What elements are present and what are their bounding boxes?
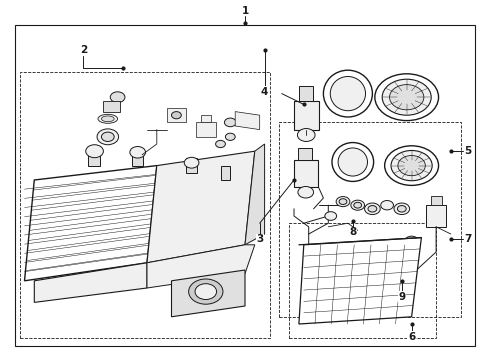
Bar [426, 205, 446, 227]
Circle shape [351, 200, 365, 210]
Circle shape [390, 85, 424, 110]
Polygon shape [147, 245, 255, 288]
Circle shape [354, 202, 362, 208]
Ellipse shape [323, 70, 372, 117]
Circle shape [368, 206, 377, 212]
Text: 8: 8 [349, 227, 356, 237]
Text: 1: 1 [242, 6, 248, 16]
Bar [20, 72, 270, 338]
Circle shape [365, 203, 380, 215]
Polygon shape [299, 238, 421, 324]
Polygon shape [34, 263, 147, 302]
Bar [15, 25, 475, 346]
Ellipse shape [330, 77, 366, 111]
Circle shape [385, 146, 439, 185]
Circle shape [195, 284, 217, 300]
Text: 6: 6 [408, 332, 415, 342]
Bar [103, 101, 120, 112]
Bar [294, 101, 318, 130]
Circle shape [184, 157, 199, 168]
Bar [220, 166, 230, 180]
Text: 2: 2 [80, 45, 87, 55]
Polygon shape [245, 144, 265, 245]
Bar [289, 223, 436, 338]
Circle shape [189, 279, 223, 304]
Circle shape [336, 197, 350, 207]
Text: 4: 4 [261, 87, 269, 97]
Polygon shape [196, 122, 216, 137]
Circle shape [297, 129, 315, 141]
Bar [294, 160, 318, 187]
Ellipse shape [98, 114, 118, 123]
Bar [279, 122, 461, 317]
Circle shape [398, 156, 425, 176]
Circle shape [97, 129, 119, 145]
Bar [186, 158, 197, 173]
Polygon shape [24, 166, 157, 281]
Text: 9: 9 [398, 292, 405, 302]
Text: 3: 3 [256, 234, 263, 244]
Circle shape [405, 236, 418, 246]
Bar [298, 148, 312, 160]
Circle shape [325, 212, 337, 220]
Circle shape [130, 147, 146, 158]
Polygon shape [147, 151, 255, 263]
Polygon shape [235, 112, 260, 130]
Circle shape [339, 199, 347, 204]
Circle shape [298, 186, 314, 198]
Polygon shape [172, 270, 245, 317]
Circle shape [394, 203, 410, 215]
Text: 5: 5 [465, 146, 471, 156]
Circle shape [391, 150, 432, 181]
Circle shape [224, 118, 236, 127]
Ellipse shape [332, 143, 373, 181]
Circle shape [397, 206, 406, 212]
Ellipse shape [338, 148, 368, 176]
Circle shape [382, 79, 431, 115]
Circle shape [225, 133, 235, 140]
Circle shape [101, 132, 114, 141]
Bar [88, 148, 100, 166]
Circle shape [381, 201, 393, 210]
Circle shape [172, 112, 181, 119]
Circle shape [375, 74, 439, 121]
Circle shape [216, 140, 225, 148]
Bar [132, 149, 143, 166]
Ellipse shape [101, 116, 114, 122]
Bar [431, 196, 442, 205]
Circle shape [86, 145, 103, 158]
Text: 7: 7 [464, 234, 472, 244]
Circle shape [110, 92, 125, 103]
Polygon shape [201, 115, 211, 122]
Polygon shape [167, 108, 186, 122]
Bar [299, 86, 313, 101]
